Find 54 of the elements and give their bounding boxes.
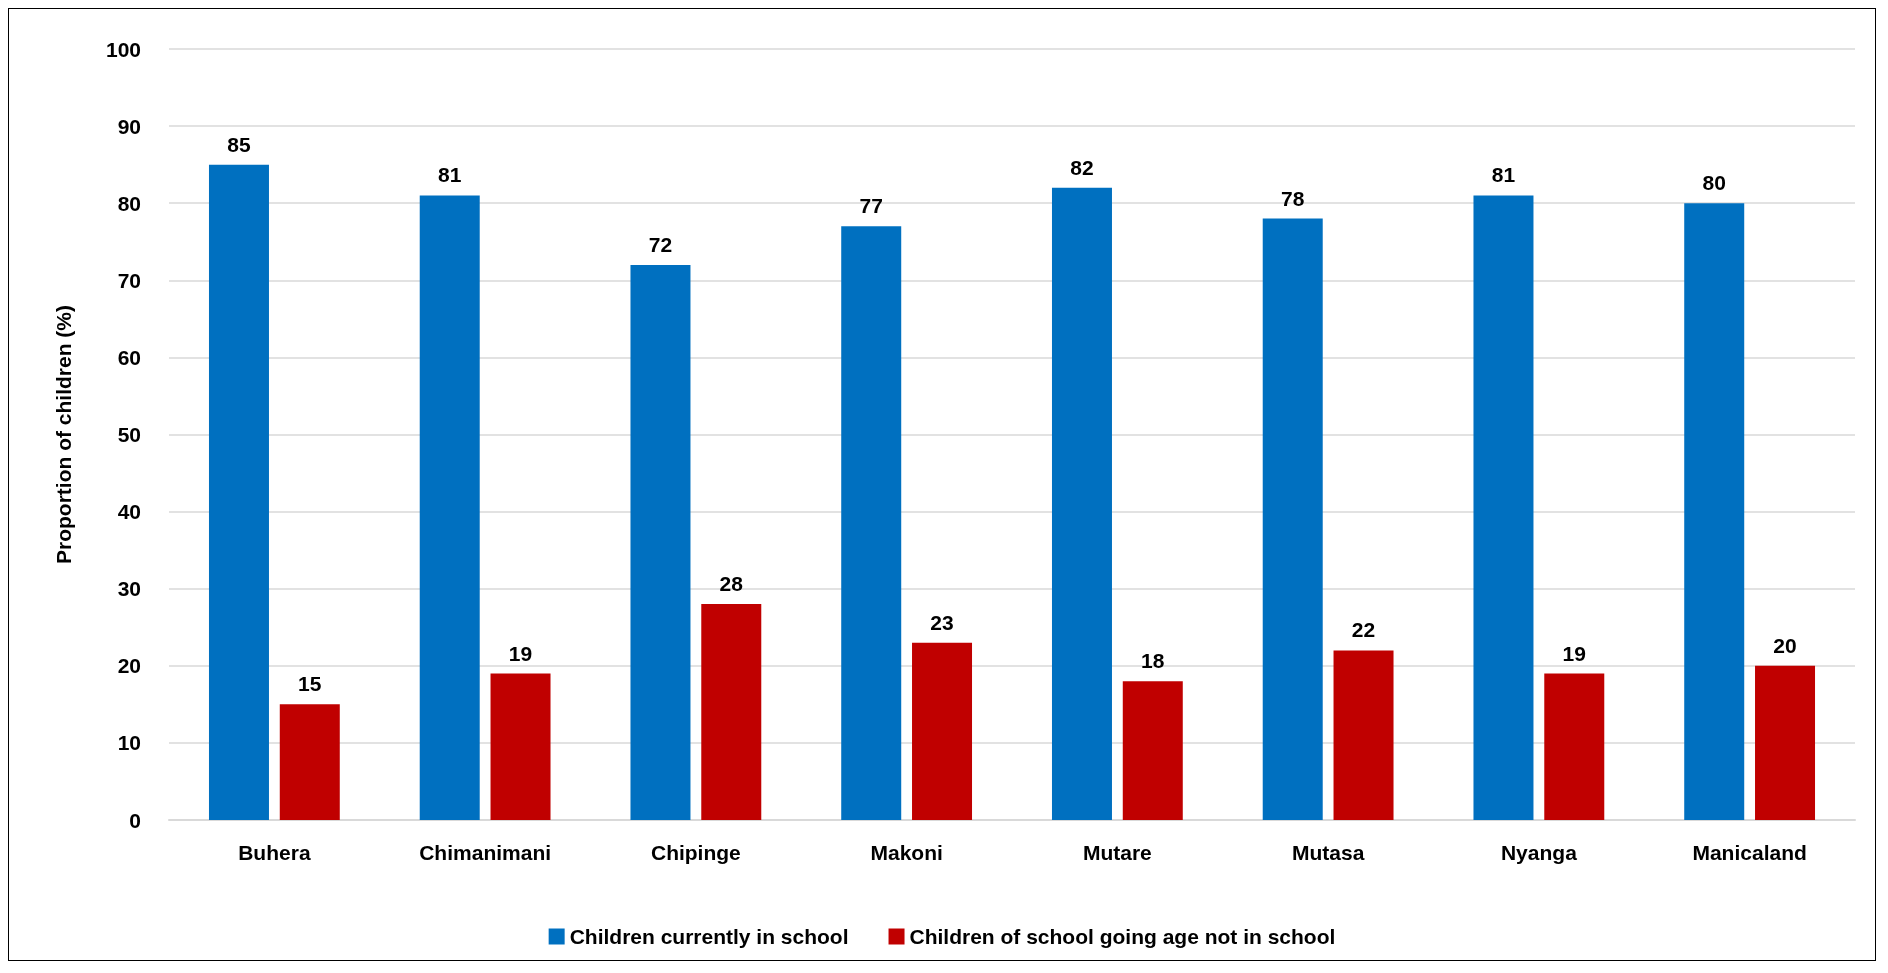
- x-tick-label: Chipinge: [650, 841, 741, 864]
- x-tick-label: Mutare: [1082, 841, 1152, 864]
- y-tick-label: 80: [117, 191, 141, 215]
- data-label: 22: [1351, 618, 1376, 642]
- data-label: 77: [859, 194, 883, 218]
- bar: [1473, 195, 1534, 820]
- legend-label: Children of school going age not in school: [909, 925, 1336, 948]
- bar: [1544, 673, 1605, 820]
- y-tick-label: 40: [117, 500, 141, 524]
- data-label: 15: [298, 672, 322, 696]
- y-tick-label: 50: [117, 423, 141, 446]
- data-label: 80: [1702, 171, 1726, 195]
- data-label: 82: [1070, 155, 1094, 179]
- bar: [912, 642, 973, 820]
- bar: [841, 226, 902, 820]
- bar: [630, 264, 691, 820]
- bar: [1122, 681, 1183, 820]
- x-tick-label: Mutasa: [1291, 841, 1365, 864]
- bar: [701, 604, 762, 820]
- x-tick-label: Manicaland: [1692, 841, 1807, 864]
- y-tick-label: 20: [117, 654, 141, 678]
- y-tick-label: 0: [129, 808, 141, 832]
- data-label: 72: [648, 232, 673, 256]
- x-tick-label: Chimanimani: [419, 841, 552, 864]
- bar: [1684, 203, 1745, 820]
- data-label: 28: [719, 572, 744, 596]
- y-tick-label: 10: [117, 731, 141, 755]
- bar: [419, 195, 480, 820]
- bar: [279, 704, 340, 820]
- data-label: 18: [1141, 649, 1165, 673]
- data-label: 78: [1281, 186, 1305, 210]
- bar: [1262, 218, 1323, 820]
- data-label: 81: [438, 163, 462, 187]
- bar: [1333, 650, 1394, 820]
- data-label: 23: [930, 610, 954, 634]
- y-tick-label: 70: [117, 268, 141, 292]
- data-label: 85: [227, 132, 251, 156]
- bar: [1755, 665, 1816, 820]
- y-tick-label: 30: [117, 577, 141, 601]
- bar: [490, 673, 551, 820]
- x-tick-label: Buhera: [238, 841, 311, 864]
- y-tick-label: 60: [117, 345, 141, 369]
- y-axis-title: Proportion of children (%): [52, 305, 75, 564]
- data-label: 81: [1491, 163, 1516, 187]
- data-label: 20: [1773, 633, 1797, 657]
- x-tick-label: Makoni: [870, 841, 943, 864]
- y-tick-label: 100: [105, 37, 141, 61]
- y-tick-label: 90: [117, 114, 141, 138]
- legend-label: Children currently in school: [569, 925, 849, 948]
- data-label: 19: [508, 641, 533, 665]
- data-label: 19: [1562, 641, 1586, 665]
- bar: [208, 164, 269, 820]
- x-tick-label: Nyanga: [1500, 841, 1578, 864]
- bar: [1051, 187, 1112, 820]
